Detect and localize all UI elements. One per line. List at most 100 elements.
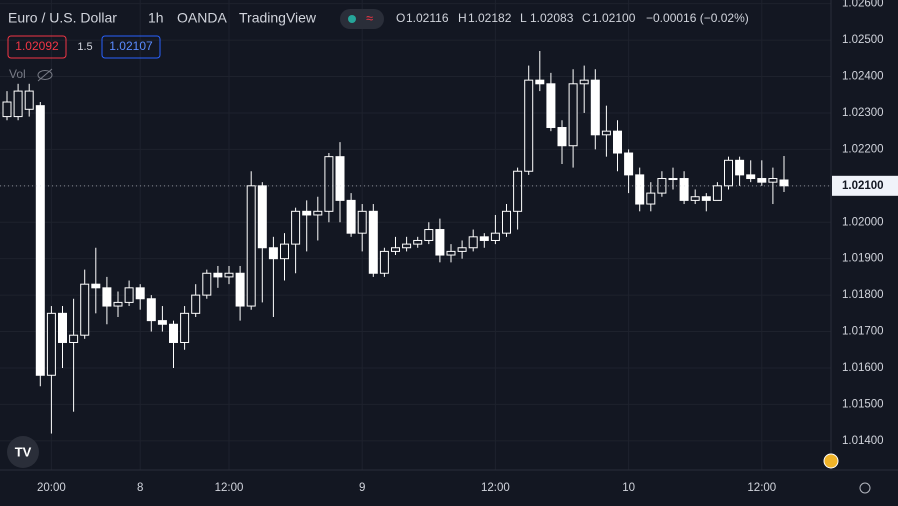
- candle-body: [69, 334, 79, 343]
- candle-body: [169, 323, 178, 343]
- candle-body: [546, 83, 556, 129]
- candle-body: [357, 210, 367, 234]
- candle-body: [224, 272, 234, 278]
- candle-body: [535, 79, 545, 85]
- candle-body: [579, 79, 589, 85]
- candle-body: [690, 196, 700, 201]
- candle-body: [613, 130, 622, 154]
- candle-body: [13, 90, 23, 118]
- y-tick-label: 1.01400: [842, 435, 884, 447]
- ohlc-key: C: [582, 11, 591, 25]
- candle-body: [457, 247, 467, 252]
- candle-body: [757, 178, 767, 183]
- candle-body: [213, 272, 223, 278]
- y-tick-label: 1.02600: [842, 0, 884, 10]
- y-tick-label: 1.02200: [842, 143, 884, 155]
- gear: [859, 482, 871, 494]
- candle-body: [191, 294, 201, 314]
- y-tick-label: 1.01800: [842, 289, 884, 301]
- x-tick-label: 12:00: [481, 482, 510, 494]
- candle-body: [601, 130, 611, 136]
- candle-body: [280, 243, 289, 260]
- candle-body: [524, 79, 534, 172]
- candle-body: [80, 283, 90, 336]
- candle-body: [468, 236, 478, 249]
- candle-body: [157, 320, 167, 325]
- y-tick-label: 1.02300: [842, 107, 884, 119]
- candle-body: [490, 232, 500, 241]
- x-tick-label: 9: [359, 482, 365, 494]
- candle-body: [779, 179, 789, 187]
- candle-body: [646, 192, 656, 205]
- candle-body: [446, 250, 456, 256]
- candle-body: [590, 79, 600, 136]
- status-icon: ≈: [366, 10, 373, 25]
- candle-body: [58, 312, 67, 343]
- candle-body: [635, 174, 645, 205]
- ohlc-value: 1.02100: [592, 11, 636, 25]
- candle-body: [368, 210, 378, 274]
- candle-body: [701, 196, 711, 201]
- y-tick-label: 1.02400: [842, 71, 884, 83]
- flag-icon[interactable]: [823, 453, 839, 469]
- candle-body: [35, 105, 45, 376]
- logo-circle: [7, 436, 39, 468]
- candle-body: [291, 210, 301, 245]
- candle-body: [235, 272, 245, 307]
- interval: 1h: [148, 10, 164, 26]
- ohlc-key: L: [520, 11, 527, 25]
- candle-body: [335, 156, 345, 201]
- y-tick-label: 1.01900: [842, 253, 884, 265]
- candle-body: [257, 185, 267, 249]
- candle-body: [24, 90, 34, 110]
- candle-body: [679, 178, 689, 201]
- tv-logo: TV: [7, 436, 39, 468]
- sell-box[interactable]: [7, 35, 67, 59]
- candle-body: [346, 199, 356, 234]
- logo-mark: TV: [15, 444, 32, 459]
- y-tick-label: 1.02000: [842, 216, 884, 228]
- candle-body: [657, 178, 667, 194]
- eye-slash: [37, 68, 53, 82]
- platform: TradingView: [239, 10, 317, 26]
- candle-body: [712, 185, 722, 201]
- ohlc-key: O: [396, 11, 405, 25]
- y-tick-label: 1.01700: [842, 326, 884, 338]
- candle-body: [424, 229, 434, 241]
- candle-body: [413, 239, 423, 245]
- spread: 1.5: [77, 41, 92, 53]
- candle-body: [391, 247, 400, 252]
- candle-body: [313, 210, 323, 216]
- change: −0.00016 (−0.02%): [646, 11, 749, 25]
- candle-body: [768, 178, 778, 183]
- buy-price: 1.02107: [109, 39, 153, 53]
- candle-body: [135, 287, 145, 300]
- candle-body: [746, 174, 756, 180]
- x-tick-label: 20:00: [37, 482, 66, 494]
- ohlc-value: 1.02116: [406, 11, 449, 25]
- candle-body: [146, 298, 156, 322]
- candle-body: [513, 170, 523, 212]
- status-pill[interactable]: [340, 9, 384, 29]
- candle-body: [113, 301, 123, 307]
- x-tick-label: 10: [622, 482, 635, 494]
- buy-box[interactable]: [101, 35, 161, 59]
- source: OANDA: [177, 10, 227, 26]
- y-tick-label: 1.01600: [842, 362, 884, 374]
- candle-body: [479, 236, 489, 241]
- ohlc-value: 1.02083: [530, 11, 574, 25]
- candle-body: [324, 156, 334, 212]
- candle-body: [102, 287, 112, 307]
- last-price-label: 1.02100: [842, 180, 884, 192]
- settings-icon[interactable]: [859, 482, 871, 494]
- candle-body: [435, 229, 445, 256]
- candle-body: [180, 312, 190, 343]
- candle-body: [302, 210, 312, 216]
- x-tick-label: 12:00: [747, 482, 776, 494]
- x-tick-label: 12:00: [215, 482, 244, 494]
- volume-label: Vol: [9, 67, 26, 81]
- candle-body: [379, 250, 389, 274]
- y-tick-label: 1.02500: [842, 34, 884, 46]
- eye-off-icon[interactable]: [37, 68, 53, 82]
